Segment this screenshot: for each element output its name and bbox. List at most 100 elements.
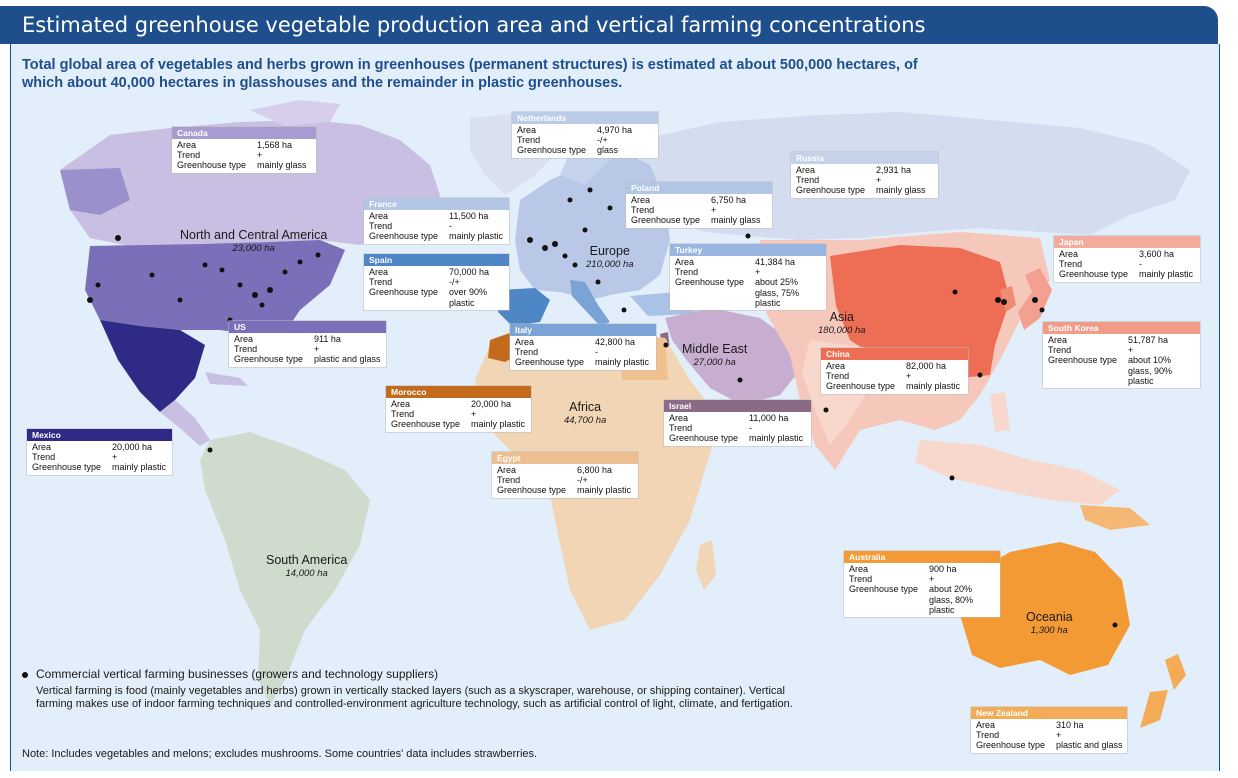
vertical-farm-dot xyxy=(527,237,533,243)
trend-value: - xyxy=(449,221,452,232)
area-value: 51,787 ha xyxy=(1128,335,1169,345)
area-label: Area xyxy=(1048,335,1068,345)
type-label: Greenhouse type xyxy=(369,231,439,242)
trend-label: Trend xyxy=(517,135,541,146)
area-value: 20,000 ha xyxy=(112,442,153,452)
trend-value: + xyxy=(711,205,717,216)
vertical-farm-dot xyxy=(567,197,573,203)
vertical-farm-dot xyxy=(572,262,578,268)
area-value: 1,568 ha xyxy=(257,140,293,150)
region-name: Europe xyxy=(589,244,630,258)
info-box-header: Canada xyxy=(172,127,316,139)
region-area: 44,700 ha xyxy=(564,415,607,426)
region-name: Africa xyxy=(569,400,602,414)
area-label: Area xyxy=(32,442,52,452)
area-label: Area xyxy=(849,564,869,574)
vertical-farm-dot xyxy=(995,297,1001,303)
type-value: plastic and glass xyxy=(1056,740,1123,751)
type-value: mainly plastic xyxy=(449,231,504,242)
trend-value: - xyxy=(595,347,598,358)
area-label: Area xyxy=(826,361,846,371)
vertical-farm-dot xyxy=(621,307,627,313)
vertical-farm-dot xyxy=(95,282,101,288)
type-value: about 20% glass, 80% plastic xyxy=(929,584,974,615)
info-box-netherlands: Netherlands Area 4,970 ha Trend -/+ Greenh… xyxy=(512,112,658,158)
area-value: 11,500 ha xyxy=(449,211,489,221)
vertical-farm-dot xyxy=(219,267,225,273)
vertical-farm-dot xyxy=(737,377,743,383)
region-area: 23,000 ha xyxy=(232,243,275,254)
type-label: Greenhouse type xyxy=(497,485,567,496)
trend-label: Trend xyxy=(796,175,820,186)
se-asia-islands-shape xyxy=(915,440,1120,505)
area-value: 70,000 ha xyxy=(449,267,490,277)
area-value: 42,800 ha xyxy=(595,337,636,347)
area-label: Area xyxy=(517,125,537,135)
info-box-header: Mexico xyxy=(27,429,172,441)
trend-label: Trend xyxy=(177,150,201,161)
info-box-header: Morocco xyxy=(386,386,531,398)
region-label-europe: Europe 210,000 ha xyxy=(586,244,634,272)
trend-label: Trend xyxy=(669,423,693,434)
vertical-farming-dots xyxy=(87,187,1118,628)
area-label: Area xyxy=(515,337,535,347)
trend-value: + xyxy=(314,344,320,355)
madagascar-shape xyxy=(696,540,716,590)
region-label-asia: Asia 180,000 ha xyxy=(818,310,866,338)
vertical-farm-dot xyxy=(1001,299,1007,305)
info-box-header: Israel xyxy=(664,400,811,412)
trend-label: Trend xyxy=(391,409,415,420)
vertical-farm-dot xyxy=(663,342,669,348)
vertical-farm-dot xyxy=(149,272,155,278)
vertical-farm-dot xyxy=(177,297,183,303)
area-label: Area xyxy=(177,140,197,150)
region-name: Asia xyxy=(829,310,854,324)
trend-label: Trend xyxy=(369,277,393,288)
type-value: mainly glass xyxy=(257,160,307,171)
area-value: 911 ha xyxy=(314,334,341,344)
vertical-farm-dot xyxy=(823,407,829,413)
info-box-header: Turkey xyxy=(670,244,826,256)
info-box-israel: Israel Area 11,000 ha Trend - Greenhouse t… xyxy=(664,400,811,446)
region-name: Oceania xyxy=(1026,610,1073,624)
vertical-farm-dot xyxy=(595,279,601,285)
legend-dot-icon xyxy=(22,672,28,678)
trend-value: + xyxy=(1128,345,1134,356)
type-label: Greenhouse type xyxy=(177,160,247,171)
region-name: Middle East xyxy=(682,342,748,356)
info-box-turkey: Turkey Area 41,384 ha Trend + Greenhouse t… xyxy=(670,244,826,311)
alaska-shape xyxy=(60,168,130,215)
new-guinea-shape xyxy=(1080,505,1150,530)
new-zealand-south-shape xyxy=(1140,690,1168,728)
info-box-egypt: Egypt Area 6,800 ha Trend -/+ Greenhouse t… xyxy=(492,452,638,498)
type-label: Greenhouse type xyxy=(1048,355,1118,366)
type-value: about 25% glass, 75% plastic xyxy=(755,277,800,308)
area-value: 6,750 ha xyxy=(711,195,747,205)
region-name: South America xyxy=(266,553,348,567)
region-area: 210,000 ha xyxy=(586,259,634,270)
info-box-header: Japan xyxy=(1054,236,1200,248)
australia-shape xyxy=(960,542,1130,675)
type-value: over 90% plastic xyxy=(449,287,488,308)
area-value: 41,384 ha xyxy=(755,257,796,267)
trend-value: + xyxy=(257,150,263,161)
trend-value: + xyxy=(112,452,118,463)
area-label: Area xyxy=(497,465,517,475)
type-value: mainly plastic xyxy=(906,381,961,392)
region-name: North and Central America xyxy=(180,228,328,242)
info-box-poland: Poland Area 6,750 ha Trend + Greenhouse ty… xyxy=(626,182,772,228)
info-box-russia: Russia Area 2,931 ha Trend + Greenhouse ty… xyxy=(791,152,938,198)
vertical-farm-dot xyxy=(582,227,588,233)
trend-label: Trend xyxy=(849,574,873,585)
trend-label: Trend xyxy=(675,267,699,278)
vertical-farm-dot xyxy=(977,372,983,378)
info-box-header: Russia xyxy=(791,152,938,164)
info-box-header: China xyxy=(821,348,968,360)
type-value: mainly glass xyxy=(711,215,761,226)
vertical-farm-dot xyxy=(1039,307,1045,313)
type-label: Greenhouse type xyxy=(369,287,439,298)
trend-value: -/+ xyxy=(597,135,608,146)
type-label: Greenhouse type xyxy=(675,277,745,288)
vertical-farm-dot xyxy=(607,205,613,211)
